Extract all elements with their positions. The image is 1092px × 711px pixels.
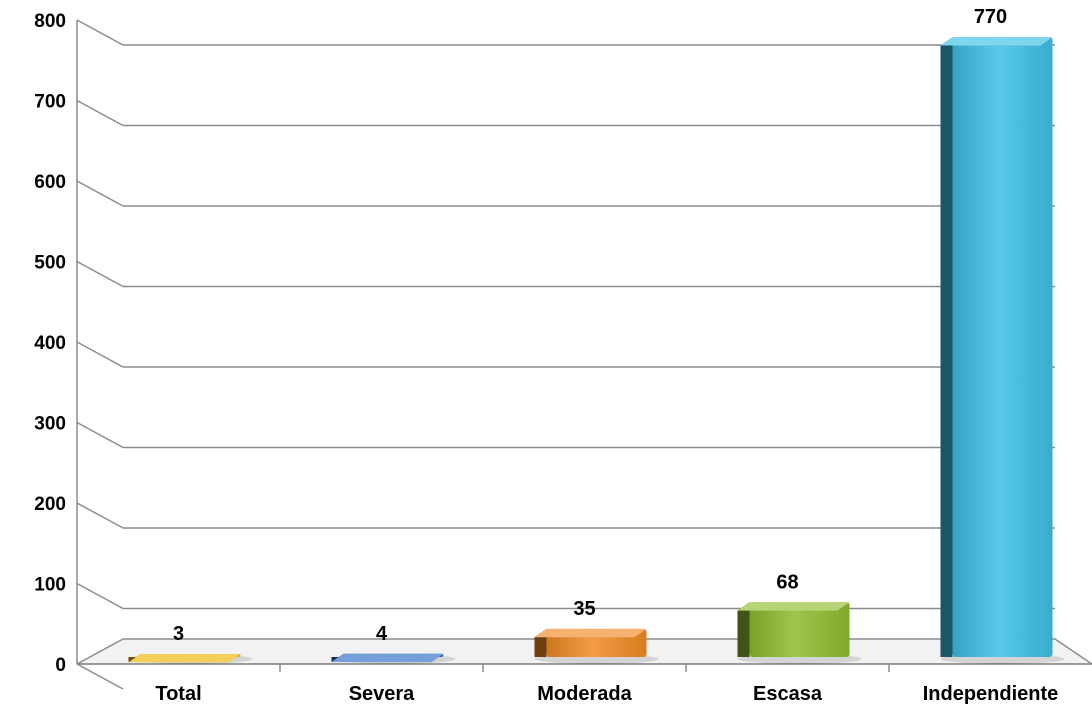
bar-moderada [534,628,659,664]
bar-severa [331,653,456,664]
x-tick-label: Escasa [753,683,823,705]
y-tick-label: 100 [34,575,66,596]
gridline-diagonal [76,19,124,46]
x-tick-label: Total [155,683,201,705]
gridline-diagonal [76,180,124,207]
bar-top [128,654,241,663]
bar-side [737,602,750,657]
y-tick-label: 600 [34,172,66,193]
y-tick-label: 400 [34,333,66,354]
gridline-diagonal [76,341,124,368]
bar-escasa [737,602,862,664]
gridline-diagonal [76,99,124,127]
y-tick-label: 300 [34,414,66,435]
gridline-diagonal [76,663,124,690]
data-label: 4 [376,623,388,645]
y-tick-label: 200 [34,494,66,515]
bar-top [737,602,850,611]
bars [128,37,1065,664]
x-tick-label: Severa [349,683,415,705]
gridline-diagonal [76,421,124,449]
bar-front [952,37,1053,657]
bar-top [940,37,1053,46]
bar-total [128,654,253,664]
gridline-diagonal [76,502,124,529]
bar-top [534,628,647,638]
y-tick-label: 700 [34,92,66,113]
axes [76,20,1092,672]
data-label: 3 [173,623,184,645]
bar-independiente [940,37,1065,664]
gridline-diagonal [76,260,124,288]
y-tick-label: 0 [55,655,66,676]
x-tick-label: Independiente [923,683,1059,705]
labels: 0 100 200 300 400 500 600 700 800 Total Severa Mode… [34,6,1058,705]
bar-front [749,602,850,657]
data-label: 68 [776,571,798,593]
bar-side [940,37,953,657]
x-tick-label: Moderada [537,683,632,705]
y-tick-label: 800 [34,11,66,32]
data-label: 35 [573,598,595,620]
data-label: 770 [974,6,1007,28]
bar-side [331,653,344,663]
gridlines [76,19,1055,690]
gridline-diagonal [76,582,124,610]
bar-top [331,653,444,663]
y-tick-label: 500 [34,253,66,274]
